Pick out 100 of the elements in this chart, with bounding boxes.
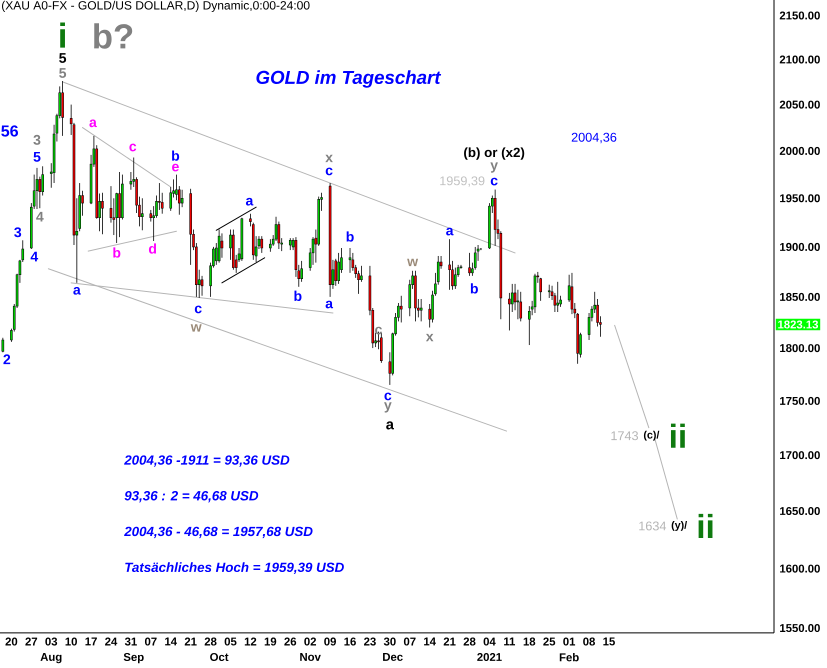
annotation: 56 (1, 125, 18, 137)
candlestick (448, 238, 451, 290)
candlestick (548, 284, 550, 298)
x-tick-label: 09 (324, 638, 336, 646)
annotation: c (194, 306, 202, 314)
x-tick-label: 07 (404, 638, 416, 646)
candlestick (220, 232, 224, 258)
x2-tick-label: Aug (40, 653, 62, 664)
candlestick (380, 332, 383, 364)
annotation: a (89, 120, 97, 128)
y-tick-label: 1900.00 (780, 242, 820, 251)
x-tick-label: 02 (304, 638, 316, 646)
candlestick (468, 252, 471, 276)
annotation: 2004,36 - 46,68 = 1957,68 USD (124, 526, 313, 538)
annotation: 2004,36 (572, 132, 616, 144)
y-tick-label: 2100.00 (780, 55, 820, 64)
x-tick-label: 04 (484, 638, 496, 646)
x-tick-label: 16 (344, 638, 356, 646)
x-tick-label: 20 (5, 638, 18, 646)
text: 1823.13 (778, 320, 818, 329)
annotation: c (326, 168, 333, 176)
y-tick-label: 1750.00 (780, 396, 820, 405)
x-tick-label: 11 (504, 638, 516, 646)
x-tick-label: 25 (543, 638, 556, 646)
annotation: i (60, 22, 65, 48)
x-tick-label: 19 (264, 638, 276, 646)
annotation: 4 (36, 212, 44, 222)
x-tick-label: 30 (384, 638, 396, 646)
annotation: (XAU A0-FX - GOLD/US DOLLAR,D) Dynamic,0:00-24:00 (2, 0, 310, 12)
annotation: b (113, 247, 120, 258)
x-tick-label: 15 (603, 638, 615, 646)
annotation: c (375, 326, 382, 334)
x-tick-label: 26 (284, 638, 296, 646)
candlestick (278, 221, 280, 250)
y-tick-label: 2150.00 (780, 11, 820, 20)
annotation: b (346, 231, 354, 242)
annotation: ii (698, 514, 712, 538)
annotation: b (172, 150, 180, 161)
x2-tick-label: Sep (124, 653, 144, 664)
candlestick (260, 236, 264, 254)
annotation: 3 (33, 134, 40, 145)
annotation: ii (670, 424, 685, 448)
y-tick-label: 2050.00 (780, 100, 820, 109)
text: GOLD im Tageschart (256, 70, 442, 88)
x-tick-label: 28 (204, 638, 217, 646)
y-tick-label: 1600.00 (780, 564, 820, 573)
x-tick-label: 21 (444, 638, 456, 646)
annotation: 5 (59, 53, 66, 63)
candlestick (348, 248, 352, 274)
annotation: b? (94, 23, 132, 49)
annotation: x (325, 154, 333, 162)
x-tick-label: 23 (364, 638, 376, 646)
x2-tick-label: Nov (300, 653, 321, 661)
candlestick (570, 272, 574, 315)
candlestick (420, 298, 422, 322)
y-tick-label: 2000.00 (780, 146, 820, 155)
annotation: y (490, 162, 498, 173)
annotation: a (73, 287, 81, 295)
x-tick-label: 17 (85, 638, 97, 646)
annotation: 1959,39 (440, 176, 484, 187)
candlestick (269, 238, 272, 252)
y-tick-label: 1700.00 (780, 451, 820, 460)
annotation: c (384, 392, 392, 400)
candlestick (180, 189, 184, 208)
x-tick-label: 28 (464, 638, 476, 646)
y-tick-label: 1550.00 (780, 624, 820, 632)
x2-tick-label: Dec (383, 653, 403, 661)
annotation: a (446, 228, 454, 236)
x-tick-label: 14 (165, 638, 177, 646)
x-tick-label: 27 (25, 638, 38, 646)
annotation: (c)/ (644, 430, 660, 441)
candlestick (508, 292, 511, 331)
y-tick-label: 1950.00 (780, 194, 820, 202)
x-tick-label: 05 (224, 638, 236, 646)
annotation: 4 (30, 252, 38, 262)
candlestick (556, 281, 560, 312)
x-tick-label: 07 (144, 638, 157, 646)
annotation: a (246, 198, 254, 206)
annotation: 2 (3, 354, 10, 364)
annotation: c (129, 144, 136, 152)
annotation: a (326, 300, 334, 308)
x2-tick-label: Oct (210, 653, 228, 662)
annotation: 93,36 : 2 = 46,68 USD (124, 491, 258, 502)
candlestick (101, 192, 104, 235)
candlestick (140, 198, 144, 231)
annotation: 2004,36 -1911 = 93,36 USD (124, 455, 290, 467)
annotation: w (407, 258, 418, 266)
annotation: d (148, 243, 156, 254)
annotation: 1634 (639, 521, 666, 530)
annotation: (y)/ (672, 520, 688, 531)
candlestick (36, 167, 38, 210)
x-tick-label: 03 (45, 638, 58, 646)
annotation: x (426, 334, 434, 342)
x-tick-label: 01 (563, 638, 576, 646)
y-tick-label: 1650.00 (780, 507, 820, 516)
annotation: b (294, 290, 302, 301)
x-tick-label: 18 (524, 638, 536, 646)
y-tick-label: 1800.00 (780, 344, 820, 352)
annotation: a (386, 421, 394, 430)
x2-tick-label: 2021 (477, 653, 502, 662)
